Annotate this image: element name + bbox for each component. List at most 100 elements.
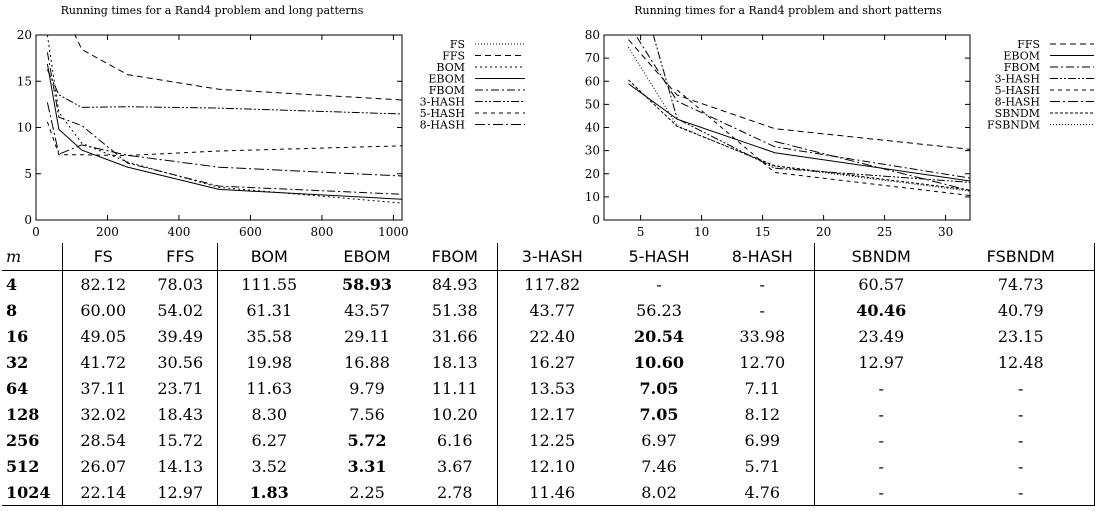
series-line-5-hash (46, 121, 402, 157)
series-line-3-hash (46, 69, 402, 115)
series-line-fbom (634, 35, 970, 179)
legend-label: FS (450, 38, 465, 51)
table-cell: 22.14 (61, 479, 144, 506)
table-cell: - (813, 401, 948, 427)
table-cell: 11.46 (496, 479, 607, 506)
table-cell: 33.98 (739, 326, 786, 346)
x-tick-label: 0 (32, 225, 40, 239)
series-line-5-hash (676, 89, 970, 196)
table-cell: 18.13 (431, 352, 478, 372)
table-cell: 32.02 (61, 401, 144, 427)
legend-label: SBNDM (995, 107, 1040, 120)
chart-title: Running times for a Rand4 problem and lo… (61, 4, 364, 17)
plot-series-group (46, 35, 402, 204)
series-line-ffs (74, 35, 402, 101)
header-3-hash: 3-HASH (496, 243, 607, 271)
table-cell: 7.05 (639, 404, 679, 424)
table-cell: - (813, 453, 948, 479)
table-cell: - (948, 453, 1095, 479)
x-tick-label: 600 (239, 225, 262, 239)
header-fbom: FBOM (413, 243, 497, 271)
header-5-hash: 5-HASH (607, 243, 711, 271)
y-tick-label: 5 (24, 167, 32, 181)
table-cell: 14.13 (157, 456, 204, 476)
x-tick-label: 25 (877, 225, 892, 239)
table-cell: 60.57 (813, 270, 948, 297)
table-cell: 60.00 (61, 297, 144, 323)
table-cell: 37.11 (61, 375, 144, 401)
table-cell: - (813, 479, 948, 506)
legend-label: 5-HASH (995, 84, 1040, 97)
table-cell: 111.55 (216, 270, 321, 297)
header-ebom: EBOM (321, 243, 413, 271)
x-tick-label: 1000 (378, 225, 409, 239)
x-tick-label: 20 (816, 225, 831, 239)
table-cell: 9.79 (349, 378, 385, 398)
series-line-fsbndm (627, 46, 970, 192)
table-row: 512 26.07 14.13 3.52 3.31 3.67 12.10 7.46 5.71 - - (2, 453, 1095, 479)
table-cell: - (948, 479, 1095, 506)
table-cell: 6.97 (641, 430, 677, 450)
x-tick-label: 10 (694, 225, 709, 239)
table-cell: 7.05 (639, 378, 679, 398)
table-cell: 12.10 (496, 453, 607, 479)
table-body: 4 82.12 78.03 111.55 58.93 84.93 117.82- -60.57… (2, 270, 1095, 506)
table-cell: 12.17 (496, 401, 607, 427)
table-row: 256 28.54 15.72 6.27 5.72 6.16 12.25 6.97 6.99 - - (2, 427, 1095, 453)
y-tick-label: 0 (592, 213, 600, 227)
header-m: m (2, 243, 62, 271)
y-tick-label: 10 (585, 190, 600, 204)
header-8-hash: 8-HASH (711, 243, 814, 271)
table-cell: 31.66 (431, 326, 478, 346)
table-cell: - (948, 427, 1095, 453)
series-line-3-hash (652, 35, 970, 183)
table-cell: 16.27 (496, 349, 607, 375)
table-cell: 39.49 (157, 326, 204, 346)
table-cell: 28.54 (61, 427, 144, 453)
table-cell: 8.02 (607, 479, 711, 506)
table-cell: 22.40 (496, 323, 607, 349)
table-cell: 84.93 (431, 274, 478, 294)
legend-label: EBOM (1003, 50, 1040, 63)
table-cell: 35.58 (216, 323, 321, 349)
row-pattern-length: 1024 (2, 479, 62, 506)
table-cell: 117.82 (496, 270, 607, 297)
table-cell: 51.38 (431, 300, 478, 320)
series-line-8-hash (46, 102, 402, 177)
plot-frame (603, 34, 971, 221)
y-tick-label: 30 (585, 144, 600, 158)
table-cell: 19.98 (216, 349, 321, 375)
table-cell: 5.71 (744, 456, 781, 476)
table-cell: 3.31 (347, 456, 387, 476)
legend-label: 3-HASH (420, 96, 465, 109)
table-row: 64 37.11 23.71 11.63 9.79 11.11 13.53 7.05 7.11 -… (2, 375, 1095, 401)
table-cell: 2.78 (413, 479, 497, 506)
row-pattern-length: 32 (6, 352, 29, 372)
table-row: 16 49.05 39.49 35.58 29.11 31.66 22.40 20.54 33.… (2, 323, 1095, 349)
table-cell: 12.97 (144, 479, 217, 506)
x-tick-label: 400 (168, 225, 191, 239)
table-cell: 11.11 (431, 378, 478, 398)
table-cell: 41.72 (61, 349, 144, 375)
table-cell: 12.25 (496, 427, 607, 453)
table-cell: 13.53 (496, 375, 607, 401)
table-cell: - (759, 300, 765, 320)
table-cell: 40.46 (813, 297, 948, 323)
series-line-ebom (46, 63, 402, 200)
header-bom: BOM (216, 243, 321, 271)
series-line-bom (46, 35, 402, 204)
y-tick-label: 70 (585, 51, 600, 65)
table-cell: 11.63 (216, 375, 321, 401)
legend-label: 3-HASH (995, 73, 1040, 86)
table-cell: 7.11 (744, 378, 781, 398)
header-sbndm: SBNDM (813, 243, 948, 271)
row-pattern-length: 8 (6, 300, 18, 320)
series-line-ebom (628, 83, 970, 182)
table-row: 128 32.02 18.43 8.30 7.56 10.20 12.17 7.05 8.12 -… (2, 401, 1095, 427)
table-cell: 20.54 (633, 326, 685, 346)
x-tick-label: 200 (96, 225, 119, 239)
series-line-ffs (628, 39, 970, 150)
x-tick-label: 800 (310, 225, 333, 239)
table-cell: 82.12 (61, 270, 144, 297)
table-cell: 74.73 (948, 270, 1095, 297)
